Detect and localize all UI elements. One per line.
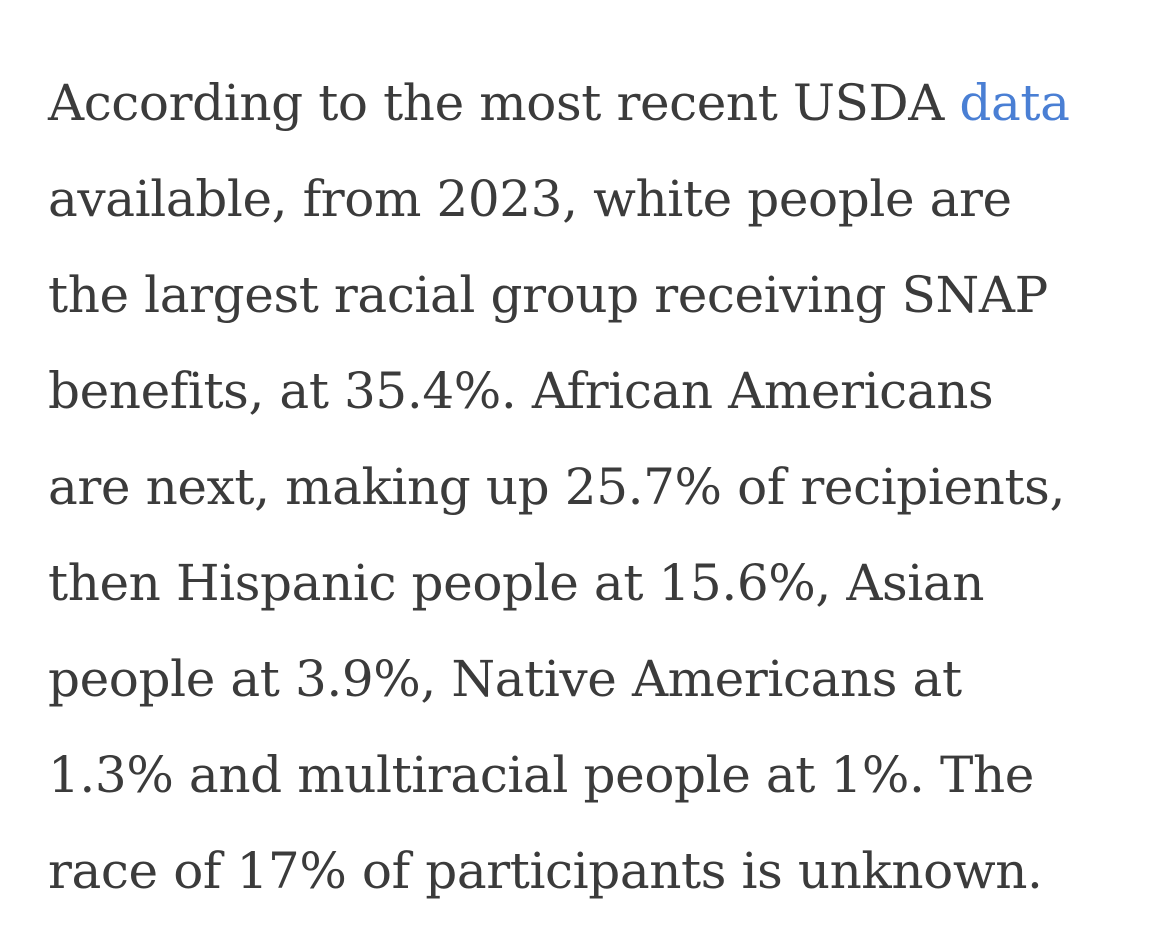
- paragraph-line-6: then Hispanic people at 15.6%, Asian: [48, 554, 985, 612]
- paragraph-line-4: benefits, at 35.4%. African Americans: [48, 362, 994, 420]
- paragraph-text: According to the most recent USDA: [48, 74, 960, 132]
- paragraph-line-3: the largest racial group receiving SNAP: [48, 266, 1048, 324]
- paragraph-line-1: According to the most recent USDA data: [48, 55, 1158, 151]
- paragraph-line-2: available, from 2023, white people are: [48, 170, 1012, 228]
- paragraph-line-7: people at 3.9%, Native Americans at: [48, 650, 962, 708]
- article-paragraph: According to the most recent USDA data a…: [48, 55, 1158, 919]
- usda-data-link[interactable]: data: [959, 74, 1070, 132]
- paragraph-line-9: race of 17% of participants is unknown.: [48, 842, 1043, 900]
- paragraph-line-5: are next, making up 25.7% of recipients,: [48, 458, 1065, 516]
- paragraph-line-8: 1.3% and multiracial people at 1%. The: [48, 746, 1034, 804]
